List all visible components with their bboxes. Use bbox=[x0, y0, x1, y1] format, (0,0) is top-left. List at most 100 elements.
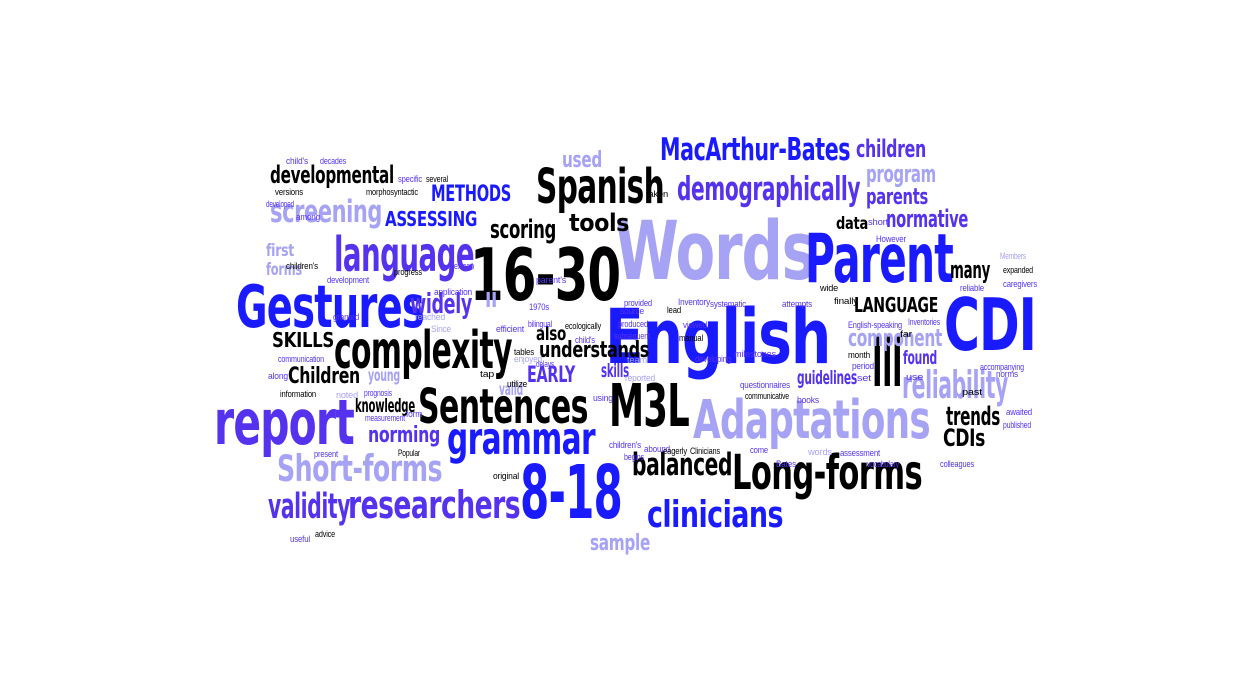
cloud-word: team bbox=[627, 355, 647, 365]
cloud-word: useful bbox=[290, 534, 311, 544]
cloud-word: scoring bbox=[490, 215, 557, 245]
cloud-word: provided bbox=[624, 298, 653, 308]
cloud-word: tools bbox=[569, 209, 630, 237]
cloud-word: granted bbox=[333, 312, 359, 322]
cloud-word: Spanish bbox=[536, 160, 665, 215]
cloud-word: vocabulary bbox=[867, 459, 899, 469]
cloud-word: 1970s bbox=[529, 302, 549, 312]
cloud-word: first bbox=[266, 241, 295, 260]
cloud-word: reached bbox=[415, 312, 446, 322]
cloud-word: enjoyed bbox=[514, 354, 543, 364]
cloud-word: complexity bbox=[334, 321, 513, 381]
cloud-word: Members bbox=[1000, 251, 1026, 261]
cloud-word: development bbox=[327, 275, 369, 285]
cloud-word: specific bbox=[398, 174, 423, 184]
cloud-word: validity bbox=[268, 487, 351, 527]
cloud-word: CDIs bbox=[943, 424, 986, 452]
cloud-word: published bbox=[1003, 420, 1032, 430]
cloud-word: English-speaking bbox=[848, 320, 903, 330]
cloud-word: norming bbox=[368, 423, 440, 448]
cloud-word: children's bbox=[609, 440, 641, 450]
cloud-word: words bbox=[808, 447, 832, 457]
cloud-word: books bbox=[797, 395, 820, 405]
cloud-word: forms bbox=[266, 260, 302, 279]
cloud-word: normative bbox=[886, 205, 969, 233]
cloud-word: Sentences bbox=[418, 380, 588, 435]
cloud-word: Short-forms bbox=[277, 447, 443, 490]
cloud-word: progress bbox=[394, 267, 423, 277]
cloud-word: found bbox=[903, 348, 938, 369]
cloud-word: efficient bbox=[496, 324, 524, 334]
cloud-word: bilingual bbox=[528, 319, 553, 329]
cloud-word: reported bbox=[625, 373, 655, 383]
cloud-word: come bbox=[750, 445, 768, 455]
cloud-word: advice bbox=[315, 529, 335, 539]
cloud-word: ASSESSING bbox=[385, 207, 478, 231]
cloud-word: Parent bbox=[805, 220, 954, 299]
cloud-word: Popular bbox=[398, 448, 421, 458]
cloud-word: report bbox=[214, 386, 355, 459]
cloud-word: CDI bbox=[944, 283, 1037, 367]
cloud-word: METHODS bbox=[431, 182, 512, 207]
cloud-word: subsequent bbox=[614, 331, 650, 341]
cloud-word: tap bbox=[480, 369, 494, 379]
cloud-word: measurement bbox=[365, 413, 406, 423]
cloud-word: communication bbox=[278, 354, 324, 364]
cloud-word: Inventory bbox=[678, 297, 710, 307]
cloud-word: child's bbox=[575, 335, 595, 345]
cloud-word: morphosyntactic bbox=[366, 187, 419, 197]
cloud-word: M3L bbox=[609, 371, 690, 440]
cloud-word: form bbox=[406, 409, 423, 419]
cloud-word: demographically bbox=[677, 169, 861, 208]
cloud-word: Long-forms bbox=[732, 446, 923, 501]
cloud-word: Bates bbox=[776, 459, 797, 469]
cloud-word: parent's bbox=[536, 275, 567, 285]
cloud-word: children bbox=[856, 135, 926, 163]
cloud-word: Words bbox=[615, 205, 816, 299]
cloud-word: taken bbox=[646, 189, 668, 199]
cloud-word: understands bbox=[539, 338, 650, 363]
cloud-word: source bbox=[620, 306, 644, 316]
cloud-word: manual bbox=[679, 333, 704, 343]
cloud-word: child's bbox=[286, 156, 309, 166]
cloud-word: begins bbox=[624, 452, 645, 462]
cloud-word: far bbox=[900, 329, 913, 339]
cloud-word: application bbox=[434, 287, 473, 297]
cloud-word: several bbox=[426, 174, 448, 184]
cloud-word: versions bbox=[275, 187, 304, 197]
cloud-word: tables bbox=[514, 347, 535, 357]
cloud-word: valid bbox=[499, 380, 524, 399]
cloud-word: Inventories bbox=[908, 317, 941, 327]
cloud-word: Adaptations bbox=[693, 388, 931, 451]
cloud-word: researchers bbox=[348, 483, 521, 528]
cloud-word: grammar bbox=[447, 414, 596, 465]
cloud-word: knowledge bbox=[355, 396, 415, 417]
cloud-word: present bbox=[314, 449, 338, 459]
cloud-word: viewed bbox=[683, 320, 708, 330]
cloud-word: caregivers bbox=[1003, 279, 1038, 289]
cloud-word: wide bbox=[820, 283, 839, 293]
cloud-word: component bbox=[848, 324, 943, 352]
cloud-word: colleagues bbox=[940, 459, 975, 469]
cloud-word: expanded bbox=[1003, 265, 1033, 275]
cloud-word: Children bbox=[288, 364, 360, 389]
cloud-word: past bbox=[962, 387, 982, 397]
cloud-word: developed bbox=[266, 199, 294, 209]
cloud-word: Since bbox=[431, 324, 452, 334]
cloud-word: original bbox=[493, 471, 519, 481]
cloud-word: language bbox=[334, 228, 475, 283]
cloud-word: used bbox=[562, 148, 602, 173]
cloud-word: English bbox=[605, 293, 831, 381]
cloud-word: clinicians bbox=[647, 493, 784, 536]
cloud-word: period bbox=[852, 361, 874, 371]
cloud-word: MacArthur-Bates bbox=[660, 132, 851, 168]
cloud-word: Gestures bbox=[236, 272, 425, 341]
cloud-word: young bbox=[368, 366, 400, 385]
cloud-word: Clinicians bbox=[690, 446, 720, 456]
cloud-word: utilize bbox=[507, 379, 528, 389]
cloud-word: also bbox=[536, 324, 567, 345]
cloud-word: information bbox=[280, 389, 317, 399]
cloud-word: accompanying bbox=[980, 362, 1024, 372]
cloud-word: data bbox=[836, 214, 869, 233]
